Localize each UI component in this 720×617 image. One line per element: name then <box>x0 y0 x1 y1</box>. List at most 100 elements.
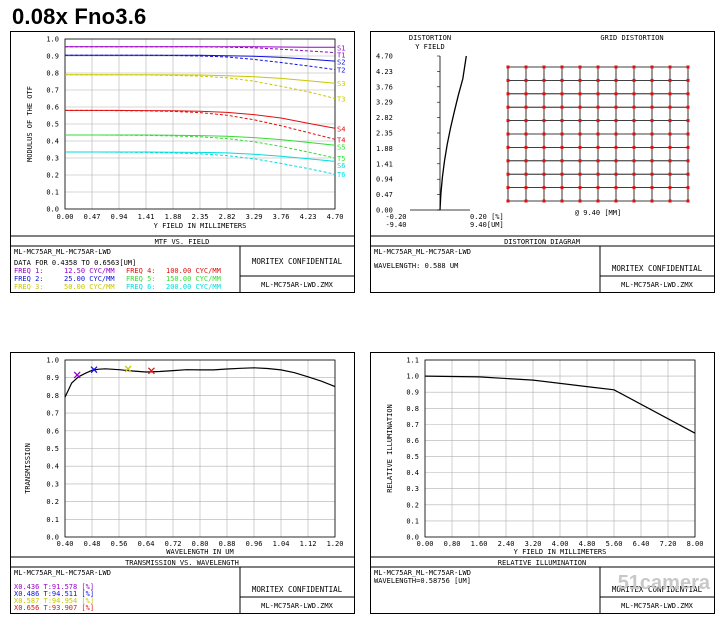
relative-illumination-y-tick-label: 0.1 <box>406 517 419 525</box>
grid-distortion-point <box>668 199 672 203</box>
mtf-series-label: T2 <box>337 67 345 75</box>
grid-distortion-point <box>542 119 546 123</box>
distortion-frame <box>370 31 715 293</box>
transmission-plot-frame <box>64 359 336 538</box>
distortion-footer-title: DISTORTION DIAGRAM <box>504 238 580 246</box>
transmission-y-tick-label: 1.0 <box>46 357 59 365</box>
grid-distortion-point <box>506 65 510 69</box>
transmission-confidential: MORITEX CONFIDENTIAL <box>252 585 343 594</box>
grid-distortion-point <box>560 199 564 203</box>
relative-illumination-x-tick-label: 4.00 <box>552 540 569 548</box>
grid-distortion-point <box>614 186 618 190</box>
transmission-row: X0.656 T:93.907 [%] <box>14 604 94 612</box>
grid-distortion-point <box>560 159 564 163</box>
mtf-x-tick-label: 4.23 <box>300 213 317 221</box>
mtf-y-tick-label: 0.0 <box>46 206 59 214</box>
mtf-freq6-label: FREQ 6: <box>126 283 156 291</box>
relative-illumination-y-tick-label: 0.3 <box>406 485 419 493</box>
grid-distortion-point <box>560 78 564 82</box>
distortion-wavelength: WAVELENGTH: 0.588 UM <box>374 262 458 270</box>
grid-distortion-point <box>524 119 528 123</box>
transmission-footer-title: TRANSMISSION VS. WAVELENGTH <box>125 559 239 567</box>
distortion-footer-file: ML-MC75AR_ML-MC75AR-LWD <box>374 248 471 256</box>
transmission-row: X0.436 T:91.578 [%] <box>14 583 94 591</box>
mtf-freq1-value: 12.50 CYC/MM <box>64 267 115 275</box>
mtf-series-line <box>65 134 336 159</box>
relative-illumination-y-tick-label: 0.6 <box>406 437 419 445</box>
relative-illumination-panel: 0.0 0.1 0.2 0.3 0.4 0.5 0.6 0.7 0.8 0.9 1.0 1.1 0.00… <box>370 352 715 614</box>
grid-distortion-point <box>686 172 690 176</box>
mtf-panel: 0.0 0.1 0.2 0.3 0.4 0.5 0.6 0.7 0.8 0.9 1.0 0.00 0.4… <box>10 31 355 293</box>
mtf-series-label: S5 <box>337 143 345 151</box>
grid-distortion-point <box>686 145 690 149</box>
transmission-row: X0.587 T:94.954 [%] <box>14 597 94 605</box>
grid-distortion-x-label: @ 9.40 [MM] <box>575 209 621 217</box>
mtf-file-name: ML-MC75AR-LWD.ZMX <box>261 281 333 289</box>
transmission-y-tick-label: 0.7 <box>46 410 59 418</box>
grid-distortion-point <box>632 186 636 190</box>
mtf-freq4-value: 100.00 CYC/MM <box>166 267 221 275</box>
relative-illumination-footer-title: RELATIVE ILLUMINATION <box>498 559 587 567</box>
mtf-series-label: S4 <box>337 125 345 133</box>
transmission-marker <box>73 371 81 379</box>
grid-distortion-point <box>632 132 636 136</box>
grid-distortion-point <box>560 105 564 109</box>
mtf-freq1-label: FREQ 1: <box>14 267 44 275</box>
transmission-curve <box>64 367 336 398</box>
transmission-x-tick-label: 1.12 <box>300 540 317 548</box>
mtf-x-tick-label: 0.47 <box>84 213 101 221</box>
grid-distortion-point <box>560 65 564 69</box>
grid-distortion-point <box>524 199 528 203</box>
mtf-y-tick-label: 0.2 <box>46 172 59 180</box>
transmission-y-tick-label: 0.5 <box>46 445 59 453</box>
mtf-series-label: T3 <box>337 96 345 104</box>
grid-distortion-title: GRID DISTORTION <box>600 34 663 42</box>
mtf-series-line <box>65 54 336 71</box>
grid-distortion-point <box>668 119 672 123</box>
grid-distortion-point <box>524 186 528 190</box>
mtf-x-tick-label: 3.76 <box>273 213 290 221</box>
distortion-curve <box>439 55 467 211</box>
grid-distortion-point <box>578 132 582 136</box>
grid-distortion-point <box>686 65 690 69</box>
grid-distortion-point <box>650 105 654 109</box>
mtf-y-tick-label: 0.3 <box>46 155 59 163</box>
relative-illumination-y-tick-label: 0.8 <box>406 405 419 413</box>
grid-distortion-point <box>542 199 546 203</box>
grid-distortion-point <box>668 145 672 149</box>
grid-distortion-point <box>614 119 618 123</box>
mtf-plot-frame <box>64 38 336 210</box>
mtf-y-tick-label: 0.9 <box>46 53 59 61</box>
grid-distortion-point <box>650 186 654 190</box>
grid-distortion-point <box>542 78 546 82</box>
mtf-series-line <box>65 74 336 99</box>
relative-illumination-curve <box>424 375 696 434</box>
grid-distortion-point <box>578 78 582 82</box>
grid-distortion-point <box>596 105 600 109</box>
distortion-y-tick-label: 0.94 <box>376 176 393 184</box>
relative-illumination-x-tick-label: 0.00 <box>417 540 434 548</box>
mtf-y-tick-label: 0.8 <box>46 70 59 78</box>
mtf-x-tick-label: 0.94 <box>111 213 128 221</box>
transmission-file-name: ML-MC75AR-LWD.ZMX <box>261 602 333 610</box>
mtf-series-line <box>65 151 336 162</box>
grid-distortion-point <box>524 92 528 96</box>
distortion-y-tick-label: 2.82 <box>376 114 393 122</box>
grid-distortion-point <box>578 119 582 123</box>
mtf-series-line <box>65 46 336 54</box>
grid-distortion-point <box>632 92 636 96</box>
grid-distortion-point <box>542 159 546 163</box>
grid-distortion-point <box>542 105 546 109</box>
grid-distortion-point <box>596 119 600 123</box>
grid-distortion-point <box>560 132 564 136</box>
relative-illumination-x-tick-label: 8.00 <box>687 540 704 548</box>
grid-distortion-point <box>614 65 618 69</box>
mtf-confidential: MORITEX CONFIDENTIAL <box>252 257 343 266</box>
grid-distortion-point <box>650 199 654 203</box>
transmission-marker <box>90 366 98 374</box>
grid-distortion-point <box>524 78 528 82</box>
grid-distortion-point <box>524 159 528 163</box>
mtf-series-label: T1 <box>337 51 345 59</box>
grid-distortion-point <box>506 119 510 123</box>
grid-distortion-point <box>668 92 672 96</box>
